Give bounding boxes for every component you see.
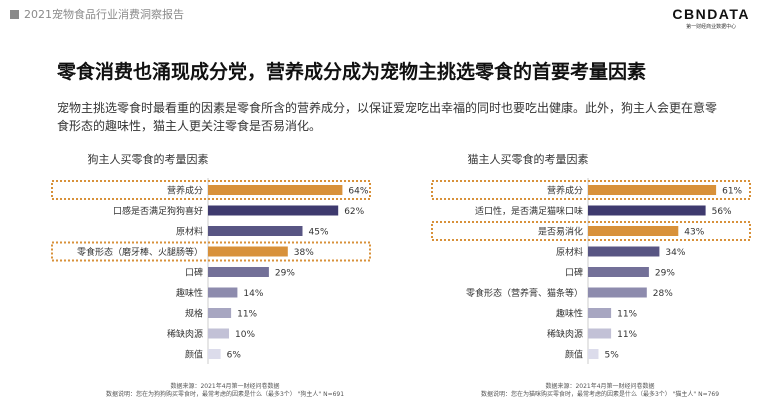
cat-value-label: 28% [653,289,673,299]
dog-value-label: 11% [237,310,257,320]
dog-bar [208,205,339,216]
dog-chart-title: 狗主人买零食的考量因素 [88,152,209,166]
dog-bar [208,349,221,359]
dog-bar [208,226,303,236]
dog-value-label: 14% [243,289,263,299]
dog-category-label: 零食形态（磨牙棒、火腿肠等） [77,246,203,258]
dog-bar [208,246,288,257]
dog-value-label: 62% [344,207,364,217]
cat-bar [588,205,706,216]
cat-category-label: 颜值 [565,349,583,361]
cat-chart-source: 数据来源：2021年4月第一财经问卷数据 数据说明：您在为猫咪购买零食时，最常考… [470,383,730,399]
cat-value-label: 61% [722,187,742,197]
dog-source-line2: 数据说明：您在为狗狗购买零食时，最常考虑的因素是什么（最多3个） "狗主人" N… [105,391,345,398]
dog-owner-chart: 狗主人买零食的考量因素营养成分 64% 口感是否满足狗狗喜好 62% 原材料 45% 零食形… [10,145,380,385]
cat-bar [588,328,612,339]
page-description: 宠物主挑选零食时最看重的因素是零食所含的营养成分，以保证爱宠吃出幸福的同时也要吃… [57,101,718,133]
cat-category-label: 营养成分 [547,185,583,197]
logo-subtext: 第一财经商业数据中心 [686,24,737,30]
cat-chart-title: 猫主人买零食的考量因素 [468,152,589,166]
dog-category-label: 规格 [185,308,203,320]
cat-category-label: 零食形态（营养膏、猫条等） [466,287,583,299]
cat-bar [588,226,679,236]
cat-value-label: 11% [617,330,637,340]
dog-category-label: 口感是否满足狗狗喜好 [113,205,203,217]
cat-category-label: 是否易消化 [538,226,583,238]
dog-category-label: 原材料 [176,226,203,238]
cat-source-line2: 数据说明：您在为猫咪购买零食时，最常考虑的因素是什么（最多3个） "猫主人" N… [480,391,720,398]
logo: CBNDATA 第一财经商业数据中心 [672,6,750,30]
dog-category-label: 颜值 [185,349,203,361]
dog-value-label: 45% [309,228,329,238]
cat-category-label: 原材料 [556,246,583,258]
cat-value-label: 11% [617,310,637,320]
cat-category-label: 稀缺肉源 [547,328,583,340]
dog-category-label: 营养成分 [167,185,203,197]
logo-text: CBNDATA [672,6,750,22]
dog-bar [208,328,229,339]
cat-category-label: 趣味性 [556,308,583,320]
cat-bar [588,308,612,318]
dog-source-line1: 数据来源：2021年4月第一财经问卷数据 [170,383,280,390]
cat-bar [588,185,717,195]
dog-value-label: 10% [235,330,255,340]
dog-chart-source: 数据来源：2021年4月第一财经问卷数据 数据说明：您在为狗狗购买零食时，最常考… [95,383,355,399]
cat-value-label: 29% [655,269,675,279]
cat-bar [588,287,647,298]
cat-value-label: 34% [665,248,685,258]
dog-bar [208,287,238,298]
cat-bar [588,267,649,277]
cat-category-label: 适口性，是否满足猫咪口味 [475,205,583,217]
dog-value-label: 64% [348,187,368,197]
cat-value-label: 56% [712,207,732,217]
dog-bar [208,267,269,277]
dog-category-label: 稀缺肉源 [167,328,203,340]
cat-value-label: 43% [684,228,704,238]
dog-bar [208,308,232,318]
cat-bar [588,349,599,359]
dog-bar [208,185,343,195]
cat-value-label: 5% [605,351,620,361]
report-title: 2021宠物食品行业消费洞察报告 [24,8,184,21]
dog-value-label: 6% [227,351,242,361]
header-marker [10,10,19,19]
cat-owner-chart: 猫主人买零食的考量因素营养成分 61% 适口性，是否满足猫咪口味 56% 是否易消化 43… [390,145,760,385]
page-headline: 零食消费也涌现成分党，营养成分成为宠物主挑选零食的首要考量因素 [57,61,647,83]
dog-category-label: 趣味性 [176,287,203,299]
cat-category-label: 口碑 [565,267,583,279]
cat-source-line1: 数据来源：2021年4月第一财经问卷数据 [545,383,655,390]
dog-value-label: 29% [275,269,295,279]
dog-value-label: 38% [294,248,314,258]
dog-category-label: 口碑 [185,267,203,279]
cat-bar [588,246,660,257]
